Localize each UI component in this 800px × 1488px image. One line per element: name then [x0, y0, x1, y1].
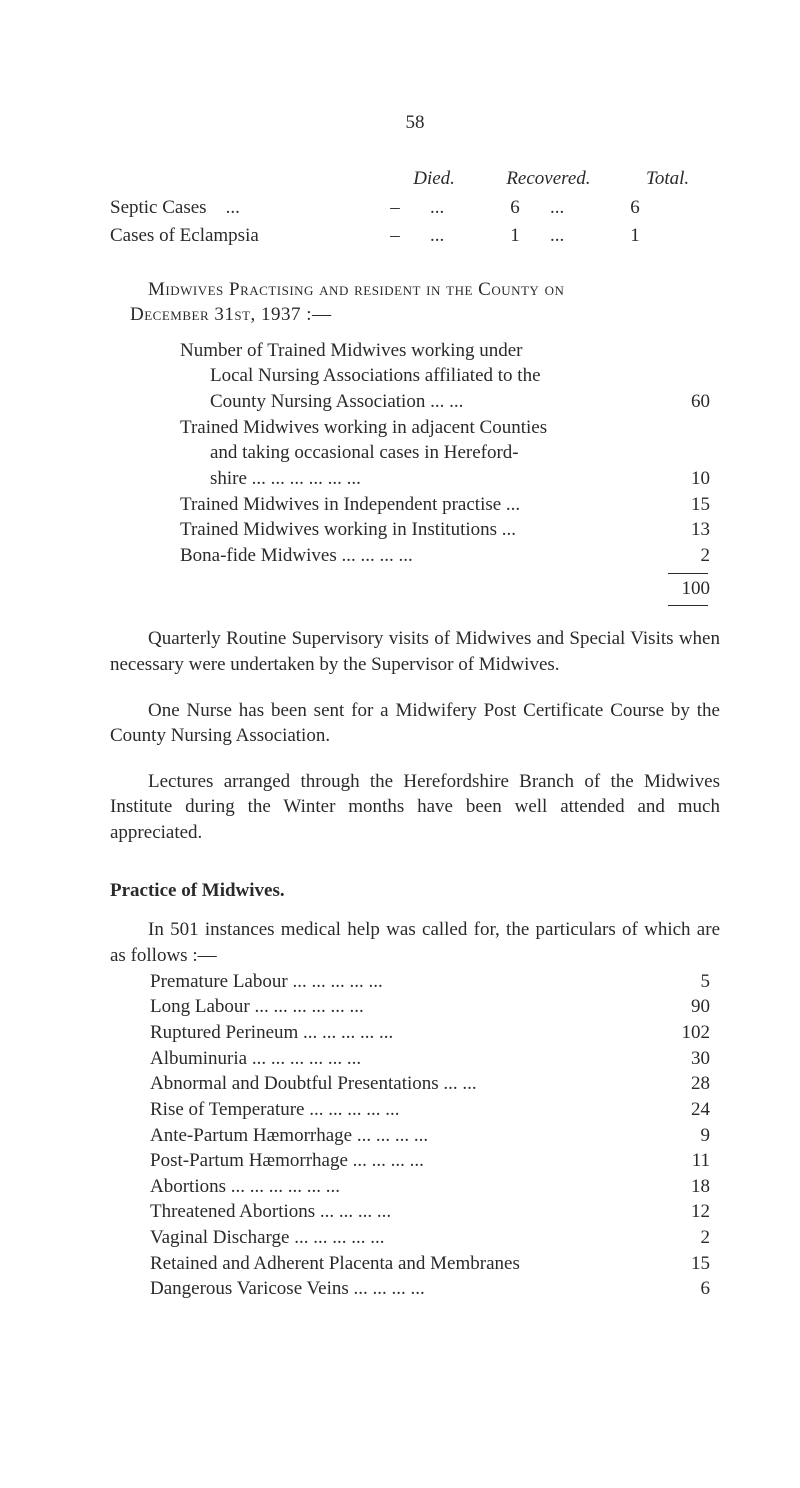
case-row: Cases of Eclampsia –...1...1: [110, 223, 720, 249]
list-text: Trained Midwives working in Institutions…: [180, 517, 650, 543]
stat-label: Premature Labour ... ... ... ... ...: [150, 969, 660, 995]
spacer: [110, 166, 386, 192]
case-total: 6: [600, 195, 670, 221]
practice-intro: In 501 instances medical help was called…: [110, 917, 720, 968]
stat-value: 28: [660, 1071, 720, 1097]
total-value: 100: [650, 576, 720, 602]
list-text: Trained Midwives in Independent practise…: [180, 492, 650, 518]
stat-label: Ruptured Perineum ... ... ... ... ...: [150, 1020, 660, 1046]
stat-value: 11: [660, 1148, 720, 1174]
para-quarterly: Quarterly Routine Supervisory visits of …: [110, 626, 720, 677]
list-row: Local Nursing Associations affiliated to…: [180, 363, 720, 389]
list-row: Bona-fide Midwives ... ... ... ...2: [180, 543, 720, 569]
stat-row: Long Labour ... ... ... ... ... ...90: [150, 994, 720, 1020]
case-died: –: [360, 223, 430, 249]
header-died: Died.: [386, 166, 481, 192]
stat-label: Dangerous Varicose Veins ... ... ... ...: [150, 1276, 660, 1302]
heading-line-b: December 31st, 1937 :—: [130, 304, 332, 325]
practice-list: Premature Labour ... ... ... ... ...5Lon…: [150, 969, 720, 1302]
list-value: 15: [650, 492, 720, 518]
list-value: 2: [650, 543, 720, 569]
stat-row: Premature Labour ... ... ... ... ...5: [150, 969, 720, 995]
list-row: and taking occasional cases in Hereford-: [180, 440, 720, 466]
stat-label: Long Labour ... ... ... ... ... ...: [150, 994, 660, 1020]
stat-value: 18: [660, 1174, 720, 1200]
stat-row: Albuminuria ... ... ... ... ... ...30: [150, 1046, 720, 1072]
list-row: Trained Midwives working in Institutions…: [180, 517, 720, 543]
stat-row: Threatened Abortions ... ... ... ...12: [150, 1199, 720, 1225]
case-label: Cases of Eclampsia: [110, 223, 360, 249]
stat-row: Ante-Partum Hæmorrhage ... ... ... ...9: [150, 1123, 720, 1149]
case-total: 1: [600, 223, 670, 249]
total-rule: [668, 573, 708, 574]
list-text: County Nursing Association ... ...: [180, 389, 650, 415]
dots: ...: [550, 223, 600, 249]
list-row: Trained Midwives working in adjacent Cou…: [180, 415, 720, 441]
dots: ...: [430, 195, 480, 221]
stat-label: Threatened Abortions ... ... ... ...: [150, 1199, 660, 1225]
list-row: Number of Trained Midwives working under: [180, 338, 720, 364]
stat-row: Ruptured Perineum ... ... ... ... ...102: [150, 1020, 720, 1046]
practice-heading: Practice of Midwives.: [110, 878, 720, 904]
stat-row: Dangerous Varicose Veins ... ... ... ...…: [150, 1276, 720, 1302]
case-died: –: [360, 195, 430, 221]
list-text: shire ... ... ... ... ... ...: [180, 466, 650, 492]
stat-label: Post-Partum Hæmorrhage ... ... ... ...: [150, 1148, 660, 1174]
para-lectures: Lectures arranged through the Herefordsh…: [110, 769, 720, 846]
heading-line-a: Midwives Practising and resident in the …: [148, 279, 564, 300]
stat-label: Ante-Partum Hæmorrhage ... ... ... ...: [150, 1123, 660, 1149]
stat-value: 12: [660, 1199, 720, 1225]
stat-value: 6: [660, 1276, 720, 1302]
stat-row: Retained and Adherent Placenta and Membr…: [150, 1251, 720, 1277]
dots: ...: [430, 223, 480, 249]
stat-row: Abortions ... ... ... ... ... ...18: [150, 1174, 720, 1200]
list-value: 10: [650, 466, 720, 492]
list-text: Trained Midwives working in adjacent Cou…: [180, 415, 650, 441]
stat-value: 90: [660, 994, 720, 1020]
case-row: Septic Cases ...–...6...6: [110, 195, 720, 221]
list-row: County Nursing Association ... ...60: [180, 389, 720, 415]
page-number: 58: [110, 110, 720, 136]
case-label: Septic Cases ...: [110, 195, 360, 221]
stat-row: Post-Partum Hæmorrhage ... ... ... ...11: [150, 1148, 720, 1174]
stat-value: 102: [660, 1020, 720, 1046]
section1-list: Number of Trained Midwives working under…: [180, 338, 720, 606]
list-text: Number of Trained Midwives working under: [180, 338, 650, 364]
list-text: and taking occasional cases in Hereford-: [180, 440, 650, 466]
list-text: Bona-fide Midwives ... ... ... ...: [180, 543, 650, 569]
list-value: 13: [650, 517, 720, 543]
stat-value: 15: [660, 1251, 720, 1277]
total-row: 100: [180, 576, 720, 602]
section1-heading: Midwives Practising and resident in the …: [110, 277, 720, 328]
list-text: Local Nursing Associations affiliated to…: [180, 363, 650, 389]
para-one-nurse: One Nurse has been sent for a Midwifery …: [110, 698, 720, 749]
header-total: Total.: [615, 166, 720, 192]
stat-label: Vaginal Discharge ... ... ... ... ...: [150, 1225, 660, 1251]
top-table-header: Died. Recovered. Total.: [110, 166, 720, 192]
list-row: shire ... ... ... ... ... ...10: [180, 466, 720, 492]
stat-value: 24: [660, 1097, 720, 1123]
stat-value: 30: [660, 1046, 720, 1072]
stat-row: Abnormal and Doubtful Presentations ... …: [150, 1071, 720, 1097]
stat-label: Albuminuria ... ... ... ... ... ...: [150, 1046, 660, 1072]
stat-value: 9: [660, 1123, 720, 1149]
stat-label: Abortions ... ... ... ... ... ...: [150, 1174, 660, 1200]
case-recovered: 1: [480, 223, 550, 249]
case-recovered: 6: [480, 195, 550, 221]
stat-label: Retained and Adherent Placenta and Membr…: [150, 1251, 660, 1277]
dots: ...: [550, 195, 600, 221]
stat-label: Abnormal and Doubtful Presentations ... …: [150, 1071, 660, 1097]
stat-value: 2: [660, 1225, 720, 1251]
stat-row: Vaginal Discharge ... ... ... ... ...2: [150, 1225, 720, 1251]
list-row: Trained Midwives in Independent practise…: [180, 492, 720, 518]
stat-value: 5: [660, 969, 720, 995]
header-recovered: Recovered.: [482, 166, 615, 192]
stat-label: Rise of Temperature ... ... ... ... ...: [150, 1097, 660, 1123]
list-value: 60: [650, 389, 720, 415]
stat-row: Rise of Temperature ... ... ... ... ...2…: [150, 1097, 720, 1123]
total-rule: [668, 605, 708, 606]
